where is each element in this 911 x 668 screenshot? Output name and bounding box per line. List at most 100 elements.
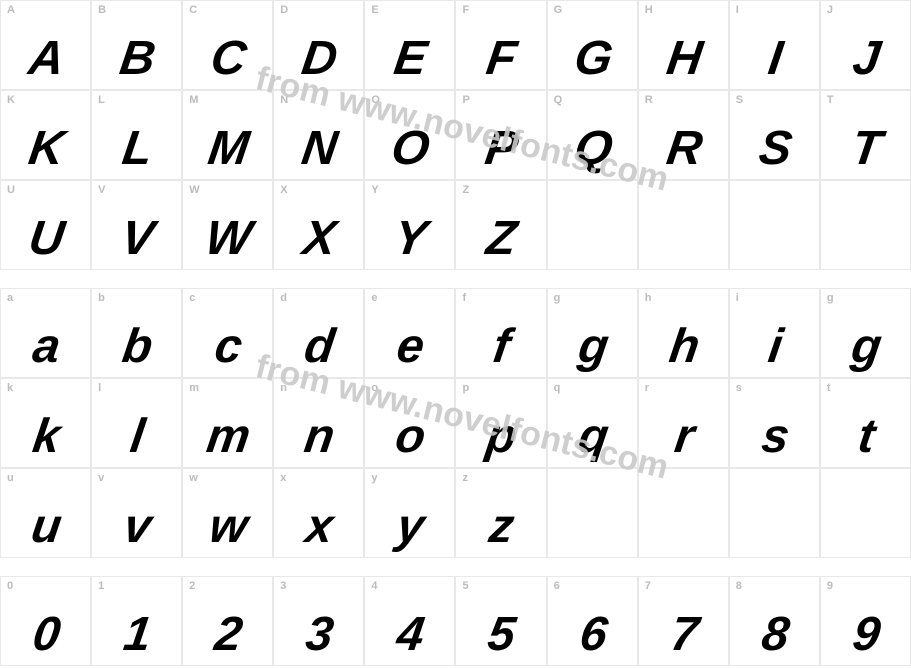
cell-label: q: [554, 382, 561, 394]
cell-label: g: [827, 292, 834, 304]
glyph-cell: HH: [638, 0, 729, 90]
cell-label: 0: [7, 580, 13, 592]
glyph-cell: qq: [547, 378, 638, 468]
cell-label: m: [189, 382, 199, 394]
cell-label: B: [98, 4, 106, 16]
glyph-cell: vv: [91, 468, 182, 558]
glyph-cell: 88: [729, 576, 820, 666]
cell-label: k: [7, 382, 13, 394]
glyph: u: [0, 503, 93, 551]
glyph: V: [89, 215, 185, 263]
cell-label: S: [736, 94, 743, 106]
cell-label: v: [98, 472, 104, 484]
glyph-cell: 33: [273, 576, 364, 666]
glyph: h: [635, 323, 731, 371]
glyph-cell: LL: [91, 90, 182, 180]
glyph: G: [544, 35, 640, 83]
glyph-cell: 99: [820, 576, 911, 666]
glyph: 1: [89, 611, 185, 659]
glyph-cell: YY: [364, 180, 455, 270]
cell-label: g: [554, 292, 561, 304]
cell-label: n: [280, 382, 287, 394]
glyph: w: [180, 503, 276, 551]
glyph-cell: kk: [0, 378, 91, 468]
glyph: N: [271, 125, 367, 173]
glyph-cell: ll: [91, 378, 182, 468]
glyph-cell: oo: [364, 378, 455, 468]
glyph-cell: [638, 180, 729, 270]
glyph: X: [271, 215, 367, 263]
cell-label: 5: [462, 580, 468, 592]
glyph-cell: WW: [182, 180, 273, 270]
glyph-cell: ss: [729, 378, 820, 468]
cell-label: 2: [189, 580, 195, 592]
cell-label: K: [7, 94, 15, 106]
cell-label: 9: [827, 580, 833, 592]
glyph: Y: [362, 215, 458, 263]
glyph: e: [362, 323, 458, 371]
glyph: b: [89, 323, 185, 371]
glyph: q: [544, 413, 640, 461]
glyph: Q: [544, 125, 640, 173]
cell-label: M: [189, 94, 198, 106]
glyph: 5: [453, 611, 549, 659]
glyph-cell: aa: [0, 288, 91, 378]
cell-label: U: [7, 184, 15, 196]
cell-label: F: [462, 4, 469, 16]
glyph-cell: [820, 180, 911, 270]
glyph-cell: OO: [364, 90, 455, 180]
cell-label: y: [371, 472, 377, 484]
glyph-cell: gg: [820, 288, 911, 378]
glyph: l: [89, 413, 185, 461]
cell-label: C: [189, 4, 197, 16]
cell-label: t: [827, 382, 831, 394]
cell-label: O: [371, 94, 380, 106]
glyph-cell: cc: [182, 288, 273, 378]
cell-label: L: [98, 94, 105, 106]
glyph-cell: ee: [364, 288, 455, 378]
glyph: 2: [180, 611, 276, 659]
glyph: H: [635, 35, 731, 83]
glyph-cell: ii: [729, 288, 820, 378]
cell-label: r: [645, 382, 649, 394]
glyph-cell: UU: [0, 180, 91, 270]
glyph-cell: BB: [91, 0, 182, 90]
glyph: i: [726, 323, 822, 371]
cell-label: x: [280, 472, 286, 484]
glyph-cell: [820, 468, 911, 558]
glyph: x: [271, 503, 367, 551]
glyph: a: [0, 323, 93, 371]
glyph-cell: hh: [638, 288, 729, 378]
cell-label: b: [98, 292, 105, 304]
cell-label: V: [98, 184, 105, 196]
glyph: U: [0, 215, 93, 263]
glyph: v: [89, 503, 185, 551]
glyph-cell: pp: [455, 378, 546, 468]
cell-label: T: [827, 94, 834, 106]
glyph-cell: PP: [455, 90, 546, 180]
cell-label: d: [280, 292, 287, 304]
glyph-cell: 22: [182, 576, 273, 666]
cell-label: i: [736, 292, 739, 304]
glyph-cell: 77: [638, 576, 729, 666]
cell-label: p: [462, 382, 469, 394]
glyph-cell: MM: [182, 90, 273, 180]
glyph-cell: rr: [638, 378, 729, 468]
glyph-cell: nn: [273, 378, 364, 468]
glyph: T: [818, 125, 911, 173]
glyph-cell: ww: [182, 468, 273, 558]
glyph: m: [180, 413, 276, 461]
glyph-cell: mm: [182, 378, 273, 468]
glyph-cell: NN: [273, 90, 364, 180]
glyph-cell: ff: [455, 288, 546, 378]
cell-label: I: [736, 4, 739, 16]
glyph-cell: VV: [91, 180, 182, 270]
glyph: 0: [0, 611, 93, 659]
glyph-cell: GG: [547, 0, 638, 90]
glyph-cell: KK: [0, 90, 91, 180]
glyph-cell: [729, 180, 820, 270]
glyph: c: [180, 323, 276, 371]
cell-label: u: [7, 472, 14, 484]
glyph-cell: CC: [182, 0, 273, 90]
glyph: L: [89, 125, 185, 173]
